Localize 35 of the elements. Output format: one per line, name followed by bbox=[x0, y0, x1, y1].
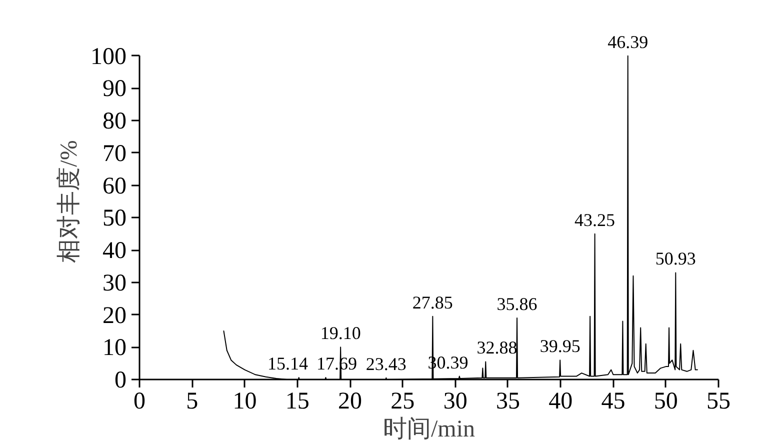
y-tick-label: 90 bbox=[102, 76, 126, 102]
annotation: 15.14 bbox=[268, 354, 308, 374]
x-tick-label: 35 bbox=[496, 388, 520, 414]
annotation: 43.25 bbox=[574, 210, 616, 230]
x-tick-label: 10 bbox=[232, 388, 257, 414]
y-tick-label: 60 bbox=[102, 173, 126, 200]
x-tick-label: 40 bbox=[548, 388, 573, 414]
x-tick-label: 45 bbox=[601, 388, 626, 414]
y-tick-label: 70 bbox=[102, 140, 126, 167]
x-tick-label: 55 bbox=[706, 388, 730, 414]
y-tick-label: 20 bbox=[102, 302, 126, 329]
annotation: 39.95 bbox=[540, 336, 580, 356]
x-tick-label: 50 bbox=[654, 388, 678, 414]
annotation: 35.86 bbox=[496, 294, 538, 314]
x-tick-label: 25 bbox=[390, 388, 415, 414]
annotation: 19.10 bbox=[320, 323, 361, 344]
y-axis-title: 相对丰度/% bbox=[56, 140, 82, 263]
annotation: 23.43 bbox=[366, 354, 406, 374]
annotation: 32.88 bbox=[476, 338, 518, 358]
y-tick-label: 30 bbox=[102, 270, 126, 296]
annotation: 27.85 bbox=[412, 292, 453, 312]
y-tick-label: 10 bbox=[102, 335, 126, 362]
annotation: 46.39 bbox=[608, 32, 648, 52]
x-tick-label: 30 bbox=[443, 388, 468, 414]
x-axis-title: 时间/min bbox=[383, 416, 476, 442]
x-tick-label: 5 bbox=[186, 388, 198, 414]
x-tick-label: 0 bbox=[134, 388, 146, 414]
y-tick-label: 100 bbox=[90, 44, 126, 70]
x-tick-label: 15 bbox=[285, 388, 310, 414]
y-tick-label: 40 bbox=[102, 238, 126, 264]
y-tick-label: 0 bbox=[114, 368, 126, 394]
annotation: 50.93 bbox=[655, 248, 696, 269]
y-tick-label: 50 bbox=[102, 206, 126, 232]
y-tick-label: 80 bbox=[102, 108, 126, 135]
x-tick-label: 20 bbox=[338, 388, 362, 414]
